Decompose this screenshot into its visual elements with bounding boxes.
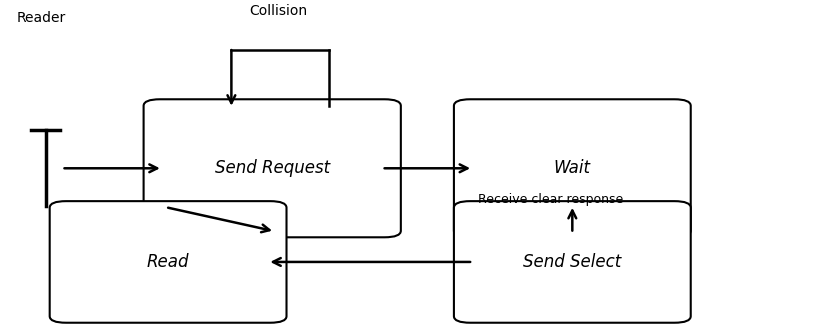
FancyBboxPatch shape [144,99,401,237]
FancyBboxPatch shape [454,99,690,237]
Text: Send Select: Send Select [524,253,622,271]
FancyBboxPatch shape [454,201,690,323]
Text: Send Request: Send Request [214,159,330,177]
Text: Read: Read [147,253,189,271]
FancyBboxPatch shape [50,201,286,323]
Text: Collision: Collision [249,4,308,18]
Text: Wait: Wait [554,159,591,177]
Text: Reader: Reader [17,11,66,24]
Text: Receive clear response: Receive clear response [479,193,623,206]
